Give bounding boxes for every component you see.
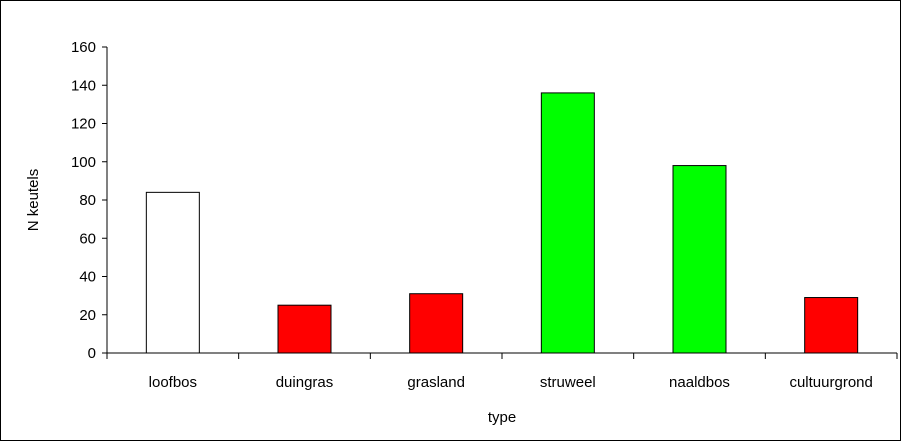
y-tick-label: 100: [71, 154, 96, 171]
y-tick-label: 120: [71, 116, 96, 133]
y-tick-label: 40: [79, 269, 96, 286]
y-ticks-layer: 0 20 40 60 80 100 120 140 160: [71, 39, 107, 362]
x-axis-title: type: [488, 409, 516, 426]
bar-struweel: [540, 92, 595, 354]
x-ticks-layer: loofbos duingras grasland struweel naaldbos c…: [106, 353, 898, 391]
y-tick-label: 140: [71, 77, 96, 94]
y-tick-label: 80: [79, 192, 96, 209]
x-tick-label: grasland: [407, 374, 465, 391]
x-tick-label: duingras: [276, 374, 334, 391]
y-tick-label: 60: [79, 230, 96, 247]
bar-grasland: [409, 293, 464, 354]
bar-cultuurgrond: [804, 297, 859, 354]
x-tick-label: naaldbos: [669, 374, 730, 391]
y-tick-label: 0: [88, 345, 96, 362]
x-tick-label: cultuurgrond: [789, 374, 872, 391]
x-tick-label: loofbos: [149, 374, 197, 391]
bar-naaldbos: [672, 165, 727, 354]
y-tick-label: 20: [79, 307, 96, 324]
y-tick-label: 160: [71, 39, 96, 56]
x-tick-label: struweel: [540, 374, 596, 391]
bars-layer: [145, 92, 859, 354]
bar-duingras: [277, 304, 332, 354]
y-axis-title: N keutels: [25, 169, 42, 232]
bar-loofbos: [145, 191, 200, 354]
